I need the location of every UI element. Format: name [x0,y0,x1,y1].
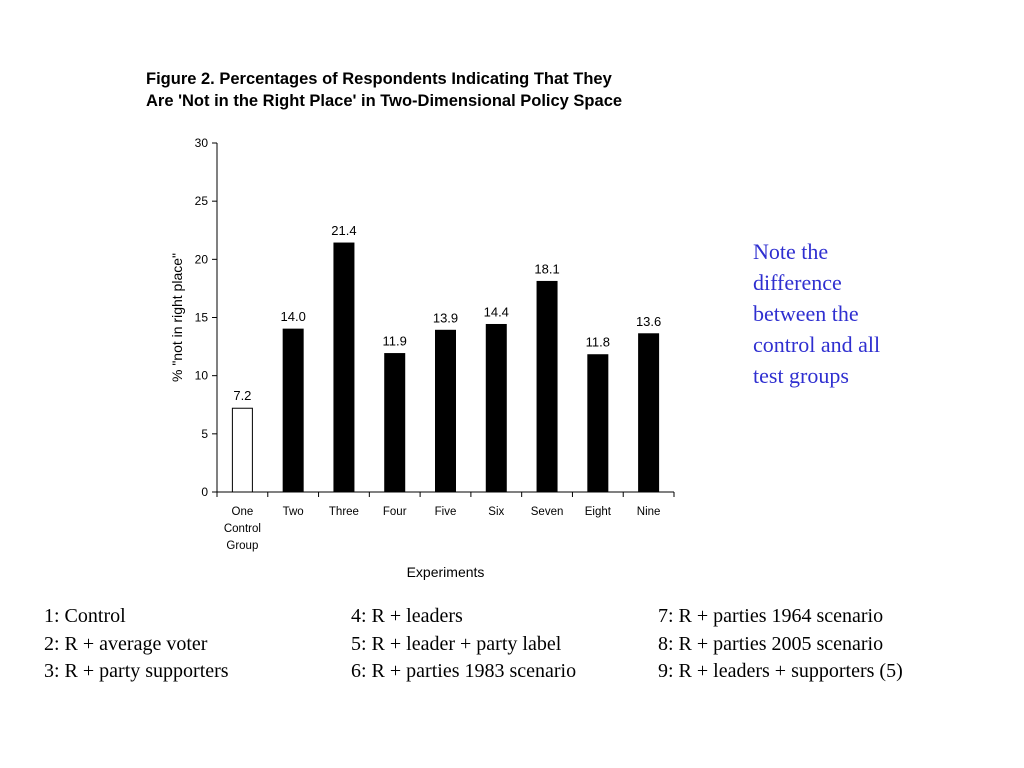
side-note: Note the difference between the control … [753,236,953,391]
bar [536,280,558,493]
chart-labels: 0 5 10 15 20 25 30 7.2 One Control Group 14.0 Two 21.… [169,136,661,580]
bar [638,333,660,493]
chart-title-line-1: Figure 2. Percentages of Respondents Ind… [146,70,612,88]
bar [435,329,456,493]
side-note-line-4: control and all [753,332,881,357]
legend-column-2: 4: R + leaders 5: R + leader + party lab… [351,603,576,686]
legend-item: 8: R + parties 2005 scenario [658,632,884,655]
data-label: 14.0 [281,309,306,324]
data-label: 21.4 [331,223,356,238]
x-tick-label: Control [224,523,261,535]
bar [231,407,253,493]
x-tick-label: Eight [585,506,612,518]
x-tick-label: Five [435,506,457,518]
x-tick-label: One [232,506,254,518]
y-tick-label: 15 [195,311,209,325]
x-tick-label: Six [488,506,504,518]
legend-item: 2: R + average voter [44,632,208,655]
x-tick-label: Nine [637,506,661,518]
data-label: 13.6 [636,314,661,329]
y-tick-label: 0 [201,485,208,499]
x-tick-label: Seven [531,506,564,518]
legend-item: 6: R + parties 1983 scenario [351,660,577,682]
legend-item: 3: R + party supporters [44,660,229,682]
y-axis-title: % "not in right place" [169,253,185,382]
legend-item: 7: R + parties 1964 scenario [658,605,884,627]
x-tick-label: Four [383,506,407,518]
bar [282,328,304,493]
bar [485,323,507,493]
side-note-line-3: between the [753,301,859,326]
data-label: 7.2 [233,388,251,403]
side-note-line-1: Note the [753,239,829,264]
bars [231,242,660,493]
y-tick-label: 20 [195,252,209,266]
data-label: 11.9 [383,334,407,349]
x-axis-title: Experiments [407,564,485,580]
legend-item: 5: R + leader + party label [351,632,562,655]
side-note-line-2: difference [753,270,842,295]
y-tick-label: 25 [195,194,209,208]
legend-item: 9: R + leaders + supporters (5) [658,660,903,682]
bar [587,354,609,493]
x-tick-label: Group [226,540,258,552]
chart-title: Figure 2. Percentages of Respondents Ind… [146,68,766,112]
chart-title-line-2: Are 'Not in the Right Place' in Two-Dime… [146,92,623,110]
x-tick-label: Two [283,506,304,518]
legend-item: 4: R + leaders [351,605,463,627]
side-note-line-5: test groups [753,363,849,388]
data-label: 11.8 [586,335,610,350]
bar [384,353,406,493]
data-label: 14.4 [484,304,509,319]
data-label: 18.1 [534,261,559,276]
x-tick-label: Three [329,506,359,518]
legend-column-1: 1: Control 2: R + average voter 3: R + p… [44,603,229,686]
bar-chart: 0 5 10 15 20 25 30 7.2 One Control Group 14.0 Two 21.… [169,136,675,580]
legend-item: 1: Control [44,605,126,627]
y-tick-label: 10 [195,369,209,383]
y-tick-label: 5 [201,427,208,441]
bar [333,242,355,493]
legend-column-3: 7: R + parties 1964 scenario 8: R + part… [658,603,903,686]
data-label: 13.9 [433,310,458,325]
y-tick-label: 30 [195,136,209,150]
